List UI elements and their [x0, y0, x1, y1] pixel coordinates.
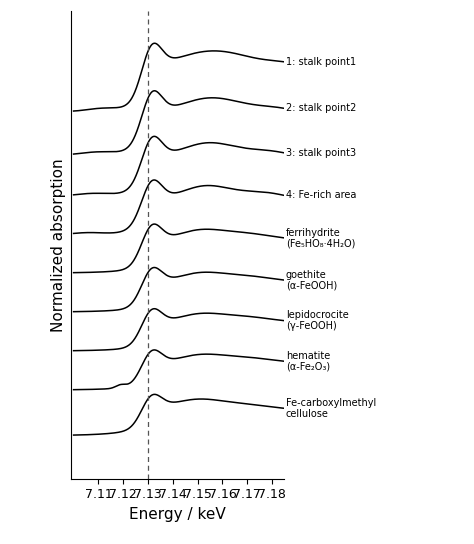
Text: hematite
(α-Fe₂O₃): hematite (α-Fe₂O₃): [286, 351, 330, 372]
Text: Fe-carboxylmethyl
cellulose: Fe-carboxylmethyl cellulose: [286, 398, 376, 419]
Text: 1: stalk point1: 1: stalk point1: [286, 57, 356, 67]
Y-axis label: Normalized absorption: Normalized absorption: [51, 158, 65, 332]
Text: goethite
(α-FeOOH): goethite (α-FeOOH): [286, 270, 337, 290]
Text: lepidocrocite
(γ-FeOOH): lepidocrocite (γ-FeOOH): [286, 310, 348, 331]
Text: 4: Fe-rich area: 4: Fe-rich area: [286, 190, 356, 200]
X-axis label: Energy / keV: Energy / keV: [129, 507, 226, 522]
Text: 3: stalk point3: 3: stalk point3: [286, 148, 356, 158]
Text: 2: stalk point2: 2: stalk point2: [286, 103, 356, 113]
Text: ferrihydrite
(Fe₅HO₈·4H₂O): ferrihydrite (Fe₅HO₈·4H₂O): [286, 227, 355, 248]
